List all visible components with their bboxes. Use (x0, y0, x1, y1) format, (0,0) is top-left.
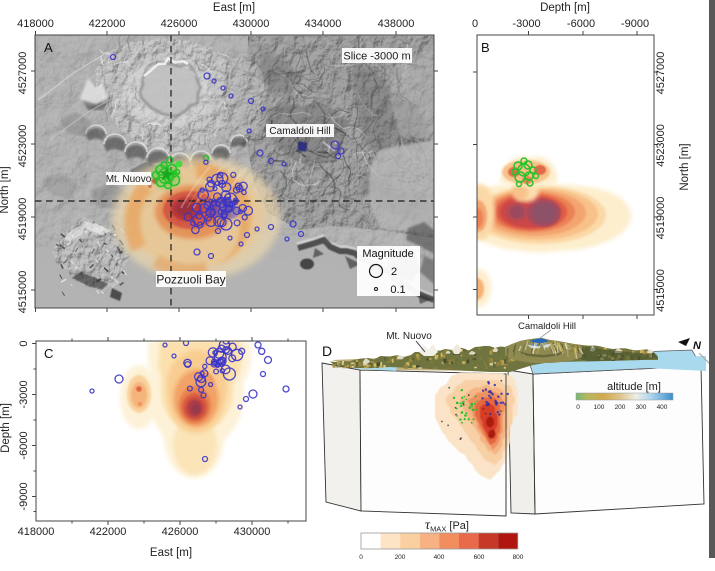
svg-text:0: 0 (359, 554, 363, 561)
svg-text:400: 400 (657, 404, 668, 411)
svg-text:426000: 426000 (161, 18, 198, 30)
svg-text:Mt. Nuovo: Mt. Nuovo (386, 331, 432, 342)
svg-text:Mt. Nuovo: Mt. Nuovo (106, 174, 152, 185)
svg-text:4523000: 4523000 (17, 125, 29, 168)
svg-text:100: 100 (594, 404, 605, 411)
svg-text:4527000: 4527000 (655, 52, 667, 95)
svg-text:2: 2 (391, 266, 397, 278)
svg-text:τMAX [Pa]: τMAX [Pa] (425, 518, 469, 534)
svg-text:-6000: -6000 (18, 431, 30, 459)
svg-text:A: A (44, 40, 53, 55)
svg-text:4519000: 4519000 (655, 197, 667, 240)
svg-text:800: 800 (513, 554, 524, 561)
svg-text:200: 200 (395, 554, 406, 561)
svg-text:422000: 422000 (90, 526, 127, 538)
svg-text:0: 0 (472, 18, 478, 30)
svg-text:300: 300 (636, 404, 647, 411)
svg-text:430000: 430000 (234, 526, 271, 538)
svg-text:4523000: 4523000 (655, 124, 667, 167)
svg-text:N: N (693, 340, 702, 352)
svg-text:4515000: 4515000 (17, 271, 29, 314)
svg-text:0: 0 (18, 340, 30, 346)
svg-text:Camaldoli Hill: Camaldoli Hill (269, 126, 330, 137)
svg-text:B: B (481, 40, 490, 55)
svg-text:400: 400 (434, 554, 445, 561)
svg-text:Magnitude: Magnitude (362, 248, 413, 260)
svg-text:East [m]: East [m] (150, 547, 192, 559)
svg-text:Pozzuoli Bay: Pozzuoli Bay (156, 272, 225, 286)
svg-text:Camaldoli Hill: Camaldoli Hill (518, 321, 576, 332)
svg-text:438000: 438000 (378, 18, 415, 30)
svg-text:430000: 430000 (233, 18, 270, 30)
svg-text:4519000: 4519000 (17, 198, 29, 241)
svg-text:C: C (44, 346, 53, 361)
svg-text:East [m]: East [m] (213, 2, 255, 14)
svg-text:North [m]: North [m] (679, 143, 691, 190)
svg-text:Slice -3000 m: Slice -3000 m (343, 50, 410, 62)
svg-text:altitude [m]: altitude [m] (607, 381, 661, 393)
svg-text:-6000: -6000 (567, 18, 595, 30)
svg-text:418000: 418000 (17, 18, 54, 30)
svg-text:600: 600 (474, 554, 485, 561)
svg-text:200: 200 (615, 404, 626, 411)
svg-text:418000: 418000 (18, 526, 55, 538)
svg-text:-3000: -3000 (512, 18, 540, 30)
svg-text:4515000: 4515000 (655, 269, 667, 312)
svg-text:4527000: 4527000 (17, 52, 29, 95)
svg-text:-3000: -3000 (18, 380, 30, 408)
svg-text:-9000: -9000 (621, 18, 649, 30)
svg-text:-9000: -9000 (18, 482, 30, 510)
svg-text:North [m]: North [m] (0, 166, 11, 213)
svg-text:0: 0 (576, 404, 580, 411)
svg-text:426000: 426000 (162, 526, 199, 538)
svg-text:D: D (322, 343, 332, 359)
svg-text:434000: 434000 (305, 18, 342, 30)
svg-text:Depth [m]: Depth [m] (0, 403, 12, 453)
svg-text:422000: 422000 (89, 18, 126, 30)
svg-text:0.1: 0.1 (390, 284, 405, 296)
svg-text:Depth [m]: Depth [m] (540, 2, 590, 14)
